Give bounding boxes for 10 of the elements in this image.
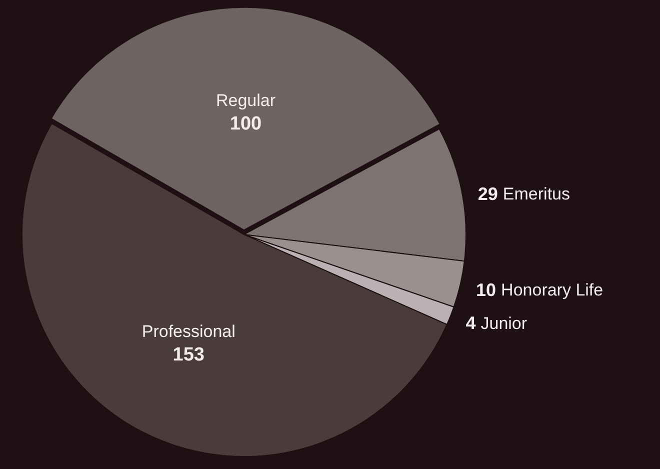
data-label: 4 [466, 313, 481, 334]
slice-label: Professional [142, 322, 236, 342]
slice-label: Emeritus [502, 184, 570, 204]
slice-label: Regular [216, 91, 276, 110]
data-label: 153 [172, 344, 204, 366]
slice-label: Honorary Life [501, 280, 604, 300]
data-label: 29 [478, 184, 503, 204]
data-label: 10 [476, 280, 502, 300]
data-label: 100 [230, 114, 262, 135]
slice-label: Junior [480, 314, 528, 333]
